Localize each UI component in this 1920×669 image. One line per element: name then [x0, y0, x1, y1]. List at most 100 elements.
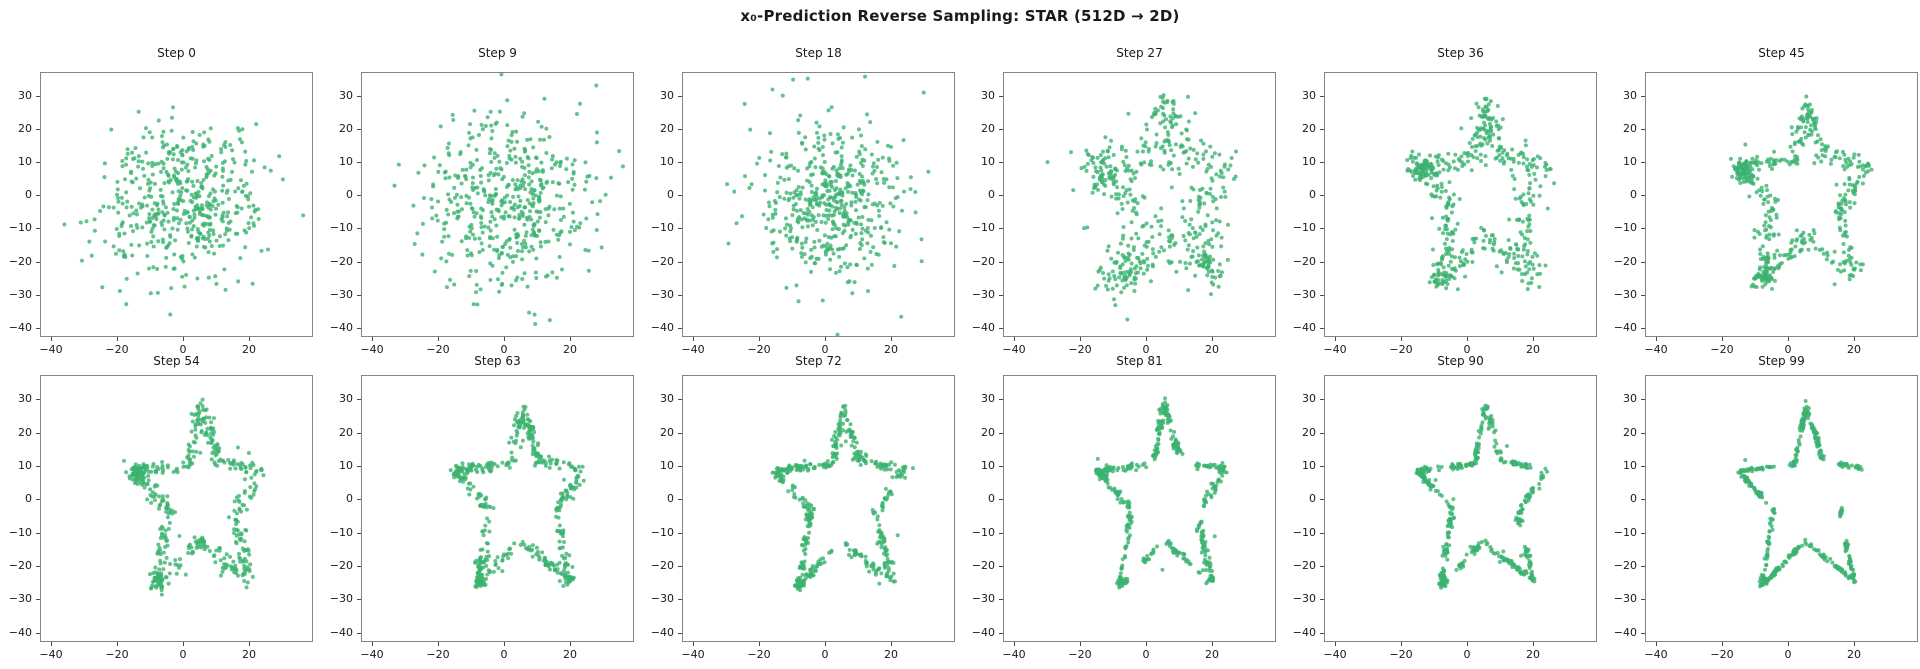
y-tick-label: −10 [1613, 526, 1637, 539]
subplot: Step 18 30 20 10 0 −10 −20 −30 −40 −40 −20 0 20 [642, 46, 969, 363]
y-tick-label: 10 [1302, 155, 1316, 168]
y-tick-label: 30 [660, 89, 674, 102]
y-tick-mark [1320, 566, 1324, 567]
y-tick-mark [1320, 599, 1324, 600]
y-tick-label: −10 [1292, 526, 1316, 539]
y-tick-mark [1641, 499, 1645, 500]
x-tick-mark [1533, 642, 1534, 646]
y-tick-mark [1641, 466, 1645, 467]
y-tick-mark [1641, 599, 1645, 600]
plot-frame [1003, 72, 1276, 337]
y-tick-mark [36, 433, 40, 434]
plot-frame [361, 72, 634, 337]
x-tick-label: −40 [360, 648, 384, 661]
subplot-title: Step 63 [474, 354, 521, 368]
y-tick-mark [678, 566, 682, 567]
plot-frame [682, 72, 955, 337]
x-tick-label: −40 [1644, 343, 1668, 356]
subplot-title: Step 99 [1758, 354, 1805, 368]
x-tick-label: 20 [563, 648, 577, 661]
subplot: Step 9 30 20 10 0 −10 −20 −30 −40 −40 −20 0 20 [321, 46, 648, 363]
y-tick-label: −20 [971, 559, 995, 572]
x-tick-mark [693, 337, 694, 341]
x-tick-label: 20 [242, 343, 256, 356]
y-tick-label: −20 [8, 559, 32, 572]
y-tick-label: 0 [988, 188, 995, 201]
y-tick-label: 20 [1302, 122, 1316, 135]
y-tick-label: 0 [1309, 492, 1316, 505]
x-tick-mark [249, 642, 250, 646]
subplot-title: Step 9 [478, 46, 517, 60]
y-tick-label: −10 [650, 221, 674, 234]
x-tick-mark [1722, 337, 1723, 341]
y-tick-label: 10 [339, 459, 353, 472]
x-tick-mark [372, 337, 373, 341]
y-tick-mark [357, 599, 361, 600]
subplot-title: Step 0 [157, 46, 196, 60]
x-tick-label: −20 [1068, 343, 1092, 356]
y-tick-label: 20 [339, 426, 353, 439]
subplot: Step 54 30 20 10 0 −10 −20 −30 −40 −40 −20 0 20 [0, 354, 327, 668]
y-tick-mark [1641, 162, 1645, 163]
x-tick-mark [504, 642, 505, 646]
y-tick-mark [1641, 533, 1645, 534]
x-tick-mark [1656, 642, 1657, 646]
x-tick-label: −20 [1068, 648, 1092, 661]
y-tick-label: 0 [667, 492, 674, 505]
y-tick-label: −30 [971, 592, 995, 605]
y-tick-mark [999, 96, 1003, 97]
x-tick-label: 0 [500, 648, 508, 661]
y-tick-label: −10 [8, 221, 32, 234]
y-tick-label: −30 [1292, 288, 1316, 301]
y-tick-mark [1320, 195, 1324, 196]
x-tick-label: −20 [105, 648, 129, 661]
x-tick-mark [825, 337, 826, 341]
subplot-title: Step 90 [1437, 354, 1484, 368]
y-tick-label: −20 [1292, 559, 1316, 572]
y-tick-label: −40 [971, 321, 995, 334]
x-tick-label: 0 [821, 343, 829, 356]
y-tick-label: −30 [1292, 592, 1316, 605]
y-tick-mark [678, 599, 682, 600]
y-tick-label: −10 [650, 526, 674, 539]
x-tick-label: 0 [1142, 343, 1150, 356]
y-tick-label: 20 [18, 426, 32, 439]
y-tick-mark [678, 96, 682, 97]
y-tick-mark [357, 328, 361, 329]
x-tick-mark [438, 337, 439, 341]
y-tick-label: −10 [1292, 221, 1316, 234]
x-tick-label: −40 [39, 648, 63, 661]
y-tick-mark [1641, 195, 1645, 196]
y-tick-mark [678, 499, 682, 500]
subplot-title: Step 72 [795, 354, 842, 368]
scatter-canvas [1646, 73, 1917, 336]
scatter-canvas [362, 73, 633, 336]
y-tick-label: 30 [339, 89, 353, 102]
y-tick-label: 20 [18, 122, 32, 135]
y-tick-mark [678, 162, 682, 163]
x-tick-mark [117, 642, 118, 646]
y-tick-label: 30 [1302, 89, 1316, 102]
scatter-canvas [41, 73, 312, 336]
x-tick-mark [1533, 337, 1534, 341]
y-tick-label: −10 [1613, 221, 1637, 234]
y-tick-mark [678, 262, 682, 263]
y-tick-label: −10 [971, 526, 995, 539]
y-tick-label: −20 [1613, 559, 1637, 572]
y-tick-mark [357, 262, 361, 263]
x-tick-label: 20 [242, 648, 256, 661]
x-tick-mark [1014, 642, 1015, 646]
x-tick-label: −20 [1710, 343, 1734, 356]
subplot: Step 36 30 20 10 0 −10 −20 −30 −40 −40 −20 0 20 [1284, 46, 1611, 363]
y-tick-mark [999, 599, 1003, 600]
x-tick-label: −20 [1389, 343, 1413, 356]
y-tick-mark [999, 295, 1003, 296]
x-tick-label: 0 [1784, 343, 1792, 356]
y-tick-mark [1320, 466, 1324, 467]
x-tick-label: −20 [426, 648, 450, 661]
scatter-canvas [1646, 376, 1917, 641]
y-tick-mark [1641, 129, 1645, 130]
x-tick-mark [183, 337, 184, 341]
x-tick-mark [1212, 642, 1213, 646]
y-tick-mark [999, 499, 1003, 500]
